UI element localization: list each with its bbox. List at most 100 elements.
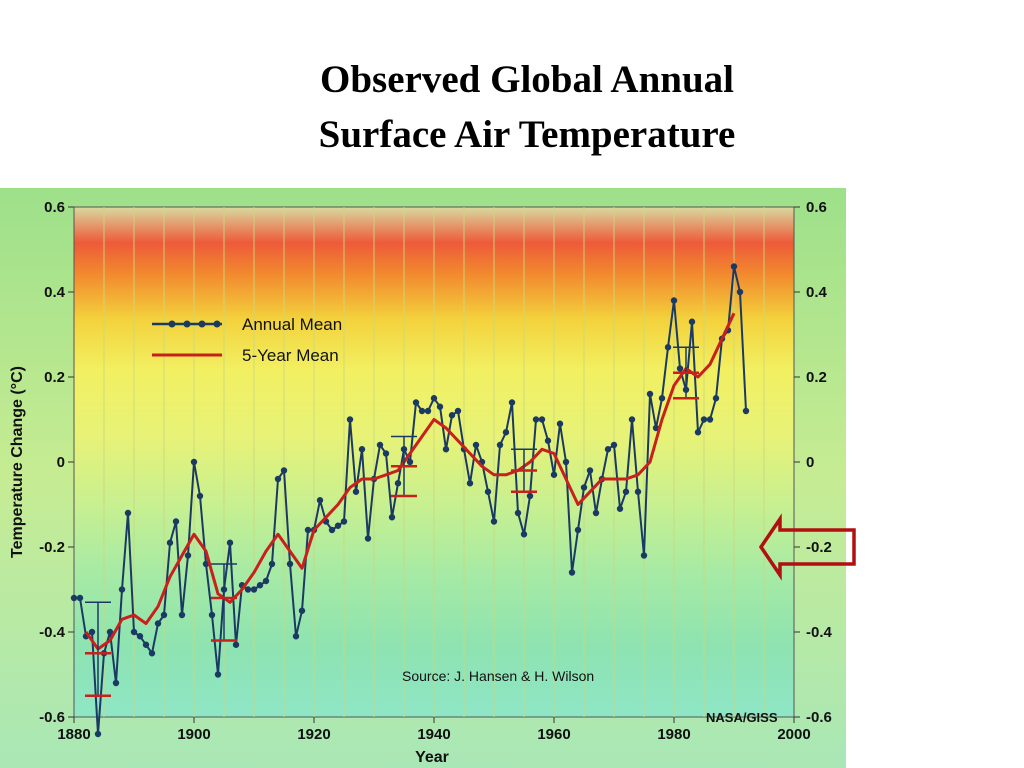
annual-mean-point xyxy=(454,407,462,415)
y-tick-label-right: 0.6 xyxy=(806,199,827,216)
y-tick-label-right: 0.2 xyxy=(806,369,827,386)
y-tick-label: 0.6 xyxy=(44,199,65,216)
x-tick-label: 1900 xyxy=(177,726,210,743)
x-axis-labels: 1880 1900 1920 1940 1960 1980 2000 xyxy=(57,726,810,743)
annual-mean-point xyxy=(280,467,288,474)
axis-ticks xyxy=(68,206,800,723)
annual-mean-point xyxy=(274,475,282,483)
annual-mean-point xyxy=(178,611,186,619)
annual-mean-point xyxy=(88,628,96,636)
annual-mean-point xyxy=(70,594,78,602)
legend-label-five-year: 5-Year Mean xyxy=(242,346,339,365)
legend-annual-marker xyxy=(168,320,176,328)
five-year-mean-series xyxy=(84,312,736,651)
annual-mean-point xyxy=(514,509,522,517)
annual-mean-point xyxy=(556,420,564,427)
legend-annual-marker xyxy=(183,320,191,328)
annual-mean-series xyxy=(70,263,750,738)
x-tick-label: 2000 xyxy=(777,726,810,743)
annual-mean-point xyxy=(340,518,348,525)
annual-mean-point xyxy=(142,641,150,648)
annual-mean-point xyxy=(640,552,648,559)
annual-mean-point xyxy=(688,318,696,325)
slide-title-line-2: Surface Air Temperature xyxy=(318,113,736,156)
temperature-chart: 0.6 0.4 0.2 0 -0.2 -0.4 -0.6 0.6 0.4 0.2 0 -0.2 -0.… xyxy=(0,188,856,768)
annual-mean-point xyxy=(592,509,600,517)
x-tick-label: 1980 xyxy=(657,726,690,743)
annual-mean-point xyxy=(94,730,102,738)
annual-mean-point xyxy=(664,344,672,351)
x-tick-label: 1920 xyxy=(297,726,330,743)
annual-mean-point xyxy=(394,480,402,487)
annual-mean-point xyxy=(706,416,714,423)
annual-mean-point xyxy=(154,620,162,627)
y-tick-label: 0.4 xyxy=(44,284,66,301)
annual-mean-point xyxy=(118,586,126,593)
slide-title-line-1: Observed Global Annual xyxy=(320,58,734,101)
annual-mean-point xyxy=(670,297,678,304)
annual-mean-point xyxy=(490,518,498,525)
legend: Annual Mean 5-Year Mean xyxy=(152,315,342,365)
annual-mean-point xyxy=(442,446,450,453)
annual-mean-point xyxy=(112,679,120,687)
annual-mean-point xyxy=(586,467,594,474)
y-tick-label: -0.4 xyxy=(39,624,66,641)
annual-mean-point xyxy=(256,582,264,589)
annual-mean-point xyxy=(526,492,534,500)
source-annotation: Source: J. Hansen & H. Wilson xyxy=(402,668,594,684)
highlight-arrow-icon xyxy=(758,513,856,581)
annual-mean-point xyxy=(742,407,750,415)
x-tick-label: 1960 xyxy=(537,726,570,743)
annual-mean-point xyxy=(712,395,720,402)
y-tick-label-right: -0.4 xyxy=(806,624,833,641)
credit-label: NASA/GISS xyxy=(706,710,778,725)
annual-mean-point xyxy=(160,611,168,619)
annual-mean-point xyxy=(424,407,432,415)
annual-mean-point xyxy=(568,569,576,576)
annual-mean-point xyxy=(328,526,336,534)
annual-mean-point xyxy=(430,395,438,402)
slide-title: Observed Global Annual Surface Air Tempe… xyxy=(0,52,1024,162)
y-tick-label-right: -0.6 xyxy=(806,709,832,726)
legend-label-annual: Annual Mean xyxy=(242,315,342,334)
annual-mean-point xyxy=(292,633,300,640)
annual-mean-point xyxy=(472,441,480,449)
y-tick-label: 0.2 xyxy=(44,369,65,386)
annual-mean-point xyxy=(106,628,114,636)
annual-mean-point xyxy=(376,441,384,449)
annual-mean-point xyxy=(694,429,702,436)
annual-mean-point xyxy=(268,560,276,568)
annual-mean-point xyxy=(346,416,354,423)
legend-annual-marker xyxy=(198,320,206,328)
annual-mean-point xyxy=(298,607,306,614)
annual-mean-point xyxy=(352,488,360,495)
annual-mean-point xyxy=(364,535,372,542)
annual-mean-point xyxy=(244,586,252,593)
y-tick-label: 0 xyxy=(57,454,65,471)
annual-mean-point xyxy=(196,492,204,500)
annual-mean-point xyxy=(544,437,552,444)
annual-mean-point xyxy=(610,441,618,449)
annual-mean-point xyxy=(736,288,744,296)
y-tick-label: -0.6 xyxy=(39,709,65,726)
annual-mean-point xyxy=(262,577,270,585)
five-year-mean-line xyxy=(84,312,736,651)
annual-mean-point xyxy=(184,552,192,559)
right-y-axis-labels: 0.6 0.4 0.2 0 -0.2 -0.4 -0.6 xyxy=(806,199,833,726)
annual-mean-point xyxy=(172,518,180,525)
annual-mean-point xyxy=(208,611,216,619)
y-tick-label: -0.2 xyxy=(39,539,65,556)
annual-mean-point xyxy=(226,539,234,546)
annual-mean-point xyxy=(604,446,612,453)
annual-mean-point xyxy=(502,429,510,436)
annual-mean-point xyxy=(76,594,84,602)
annual-mean-point xyxy=(286,560,294,568)
annual-mean-point xyxy=(628,416,636,423)
annual-mean-point xyxy=(316,497,324,504)
annual-mean-point xyxy=(124,509,132,517)
annual-mean-point xyxy=(382,450,390,457)
annual-mean-point xyxy=(700,416,708,423)
x-tick-label: 1880 xyxy=(57,726,90,743)
annual-mean-point xyxy=(358,446,366,453)
annual-mean-point xyxy=(634,488,642,495)
